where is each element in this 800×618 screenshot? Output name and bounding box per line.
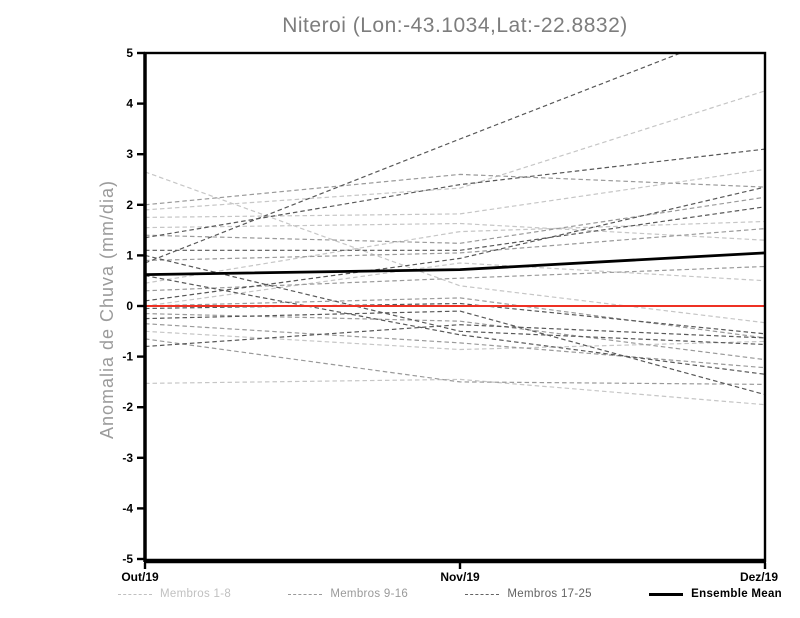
member-line-7 — [145, 330, 765, 351]
dashed-line-icon — [118, 593, 152, 595]
y-tick-label: -4 — [122, 501, 133, 515]
member-line-19 — [145, 206, 765, 251]
legend-entry-ensemble-mean: Ensemble Mean — [649, 588, 782, 600]
legend-entry-membros-17-25: Membros 17-25 — [465, 588, 592, 600]
member-line-13 — [145, 297, 765, 339]
dashed-line-icon — [288, 593, 323, 595]
y-tick-label: 4 — [126, 97, 133, 111]
member-line-9 — [145, 173, 765, 206]
ensemble-mean-line — [145, 251, 765, 276]
x-tick-label: Nov/19 — [440, 570, 480, 584]
member-line-10 — [145, 196, 765, 244]
y-tick-label: -2 — [122, 400, 133, 414]
member-line-2 — [145, 90, 765, 211]
y-tick-label: 3 — [126, 147, 133, 161]
member-line-8 — [145, 378, 765, 406]
member-line-15 — [145, 323, 765, 369]
legend-label: Membros 9-16 — [330, 588, 409, 600]
y-tick-label: -1 — [122, 350, 133, 364]
member-line-25 — [145, 324, 765, 348]
x-tick-label: Dez/19 — [740, 570, 778, 584]
legend-entry-membros-9-16: Membros 9-16 — [288, 588, 408, 600]
legend-label: Membros 17-25 — [507, 588, 592, 600]
member-line-18 — [145, 53, 683, 264]
member-line-21 — [145, 275, 765, 375]
legend: Membros 1-8 Membros 9-16 Membros 17-25 E… — [118, 588, 782, 600]
member-line-1 — [145, 171, 765, 324]
y-tick-label: 1 — [126, 248, 133, 262]
member-line-17 — [145, 148, 765, 239]
member-line-3 — [145, 168, 765, 218]
member-line-6 — [145, 262, 765, 307]
x-tick-label: Out/19 — [121, 570, 159, 584]
member-line-11 — [145, 228, 765, 262]
member-line-24 — [145, 310, 765, 396]
dashed-line-icon — [465, 593, 500, 595]
member-line-16 — [145, 338, 765, 385]
member-line-22 — [145, 186, 765, 302]
y-tick-label: -3 — [122, 451, 133, 465]
chart-title: Niteroi (Lon:-43.1034,Lat:-22.8832) — [282, 14, 628, 37]
y-tick-label: 2 — [126, 198, 133, 212]
member-line-4 — [145, 222, 765, 241]
legend-label: Ensemble Mean — [691, 588, 782, 600]
member-line-20 — [145, 254, 765, 346]
y-tick-label: 0 — [126, 299, 133, 313]
y-tick-label: 5 — [126, 46, 133, 60]
member-line-5 — [145, 220, 765, 284]
legend-label: Membros 1-8 — [160, 588, 232, 600]
solid-line-icon — [649, 592, 684, 596]
legend-entry-membros-1-8: Membros 1-8 — [118, 588, 231, 600]
y-tick-label: -5 — [122, 552, 133, 566]
